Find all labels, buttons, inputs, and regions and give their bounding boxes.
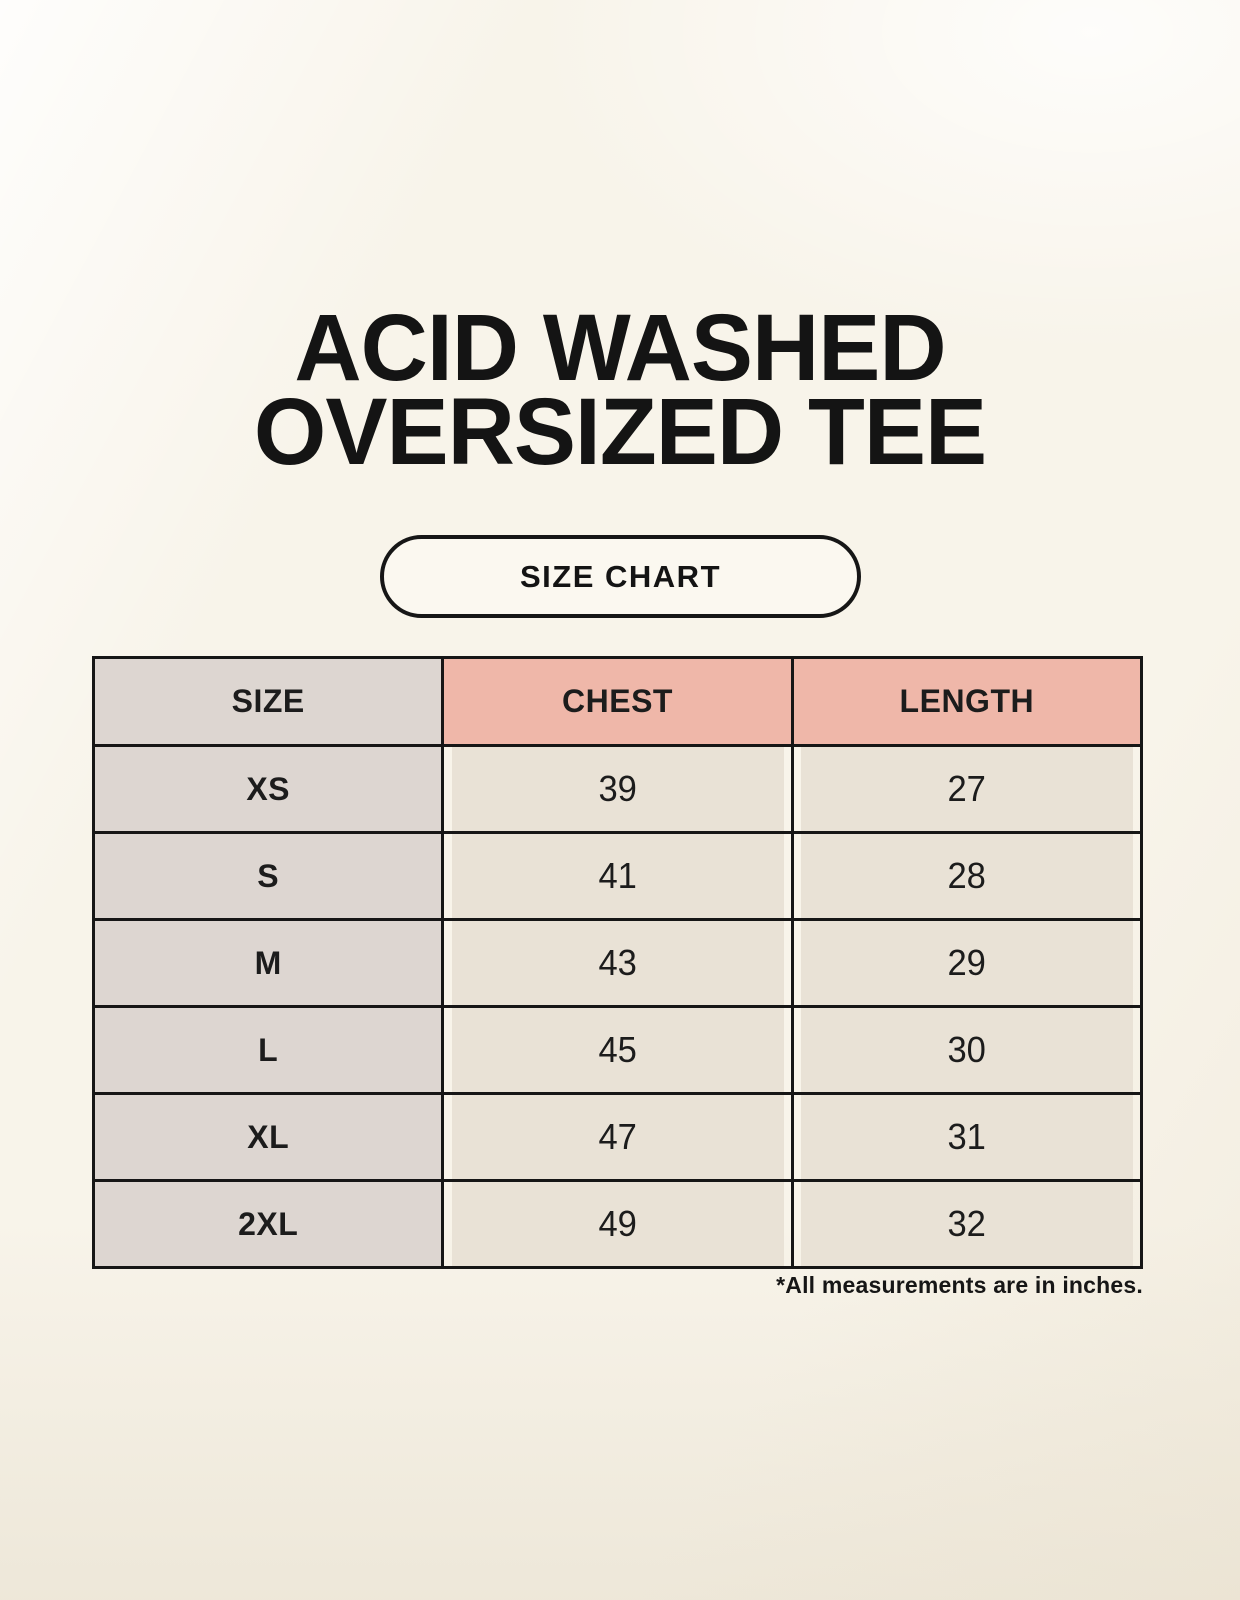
size-chart-button[interactable]: SIZE CHART [380,535,861,618]
length-cell: 32 [797,1179,1136,1269]
table-row: L 45 30 [91,1005,1142,1095]
size-cell: XS [91,744,445,834]
measurements-note: *All measurements are in inches. [776,1272,1143,1298]
size-cell: XL [91,1092,445,1182]
chest-cell: 41 [448,831,787,921]
table-row: XS 39 27 [91,744,1142,834]
length-cell: 29 [797,918,1136,1008]
table-row: XL 47 31 [91,1092,1142,1182]
size-cell: S [91,831,445,921]
size-table: SIZE CHEST LENGTH XS 39 27 S 41 28 M 43 … [91,656,1144,1269]
product-title-line2: OVERSIZED TEE [253,379,987,485]
column-header-size: SIZE [91,656,445,747]
size-cell: L [91,1005,445,1095]
product-title-line1: ACID WASHED [294,295,946,401]
column-header-length: LENGTH [790,656,1144,747]
table-row: M 43 29 [91,918,1142,1008]
length-cell: 30 [797,1005,1136,1095]
size-cell: M [91,918,445,1008]
length-cell: 28 [797,831,1136,921]
size-cell: 2XL [91,1179,445,1269]
chest-cell: 43 [448,918,787,1008]
chest-cell: 45 [448,1005,787,1095]
table-header-row: SIZE CHEST LENGTH [91,656,1144,747]
chest-cell: 39 [448,744,787,834]
chest-cell: 47 [448,1092,787,1182]
product-title: ACID WASHED OVERSIZED TEE [12,301,1227,480]
table-row: 2XL 49 32 [91,1179,1142,1269]
column-header-chest: CHEST [441,656,794,747]
length-cell: 31 [797,1092,1136,1182]
table-row: S 41 28 [91,831,1142,921]
size-chart-button-label: SIZE CHART [520,558,721,594]
chest-cell: 49 [448,1179,787,1269]
length-cell: 27 [797,744,1136,834]
